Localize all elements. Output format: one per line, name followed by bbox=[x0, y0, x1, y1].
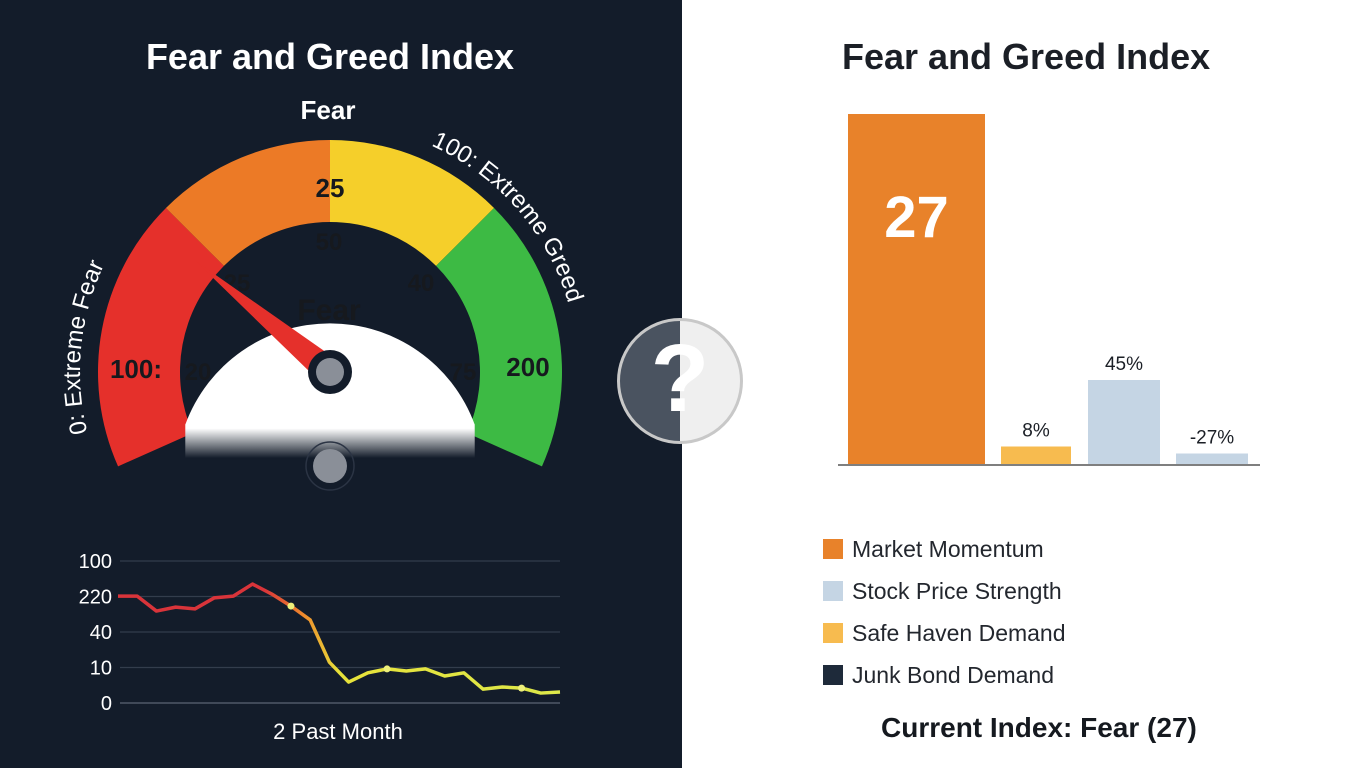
extreme-greed-segment bbox=[436, 207, 562, 467]
history-x-label: 2 Past Month bbox=[273, 719, 403, 744]
history-point bbox=[287, 602, 295, 610]
legend-item: Junk Bond Demand bbox=[823, 654, 1066, 696]
secondary-knob bbox=[313, 449, 347, 483]
legend-swatch bbox=[823, 623, 843, 643]
legend-item: Market Momentum bbox=[823, 528, 1066, 570]
right-title: Fear and Greed Index bbox=[842, 36, 1211, 77]
needle-hub-center bbox=[316, 358, 344, 386]
inner-label-right: 75 bbox=[450, 359, 477, 386]
greed-segment bbox=[330, 140, 495, 266]
fear-greed-gauge: Fear 0: Extreme Fear 100: Extreme Greed … bbox=[59, 95, 589, 744]
right-panel bbox=[682, 0, 1365, 768]
extreme-fear-segment bbox=[98, 207, 224, 467]
legend: Market Momentum Stock Price Strength Saf… bbox=[823, 528, 1066, 696]
history-line-chart: 0 10 40 220 100 bbox=[79, 551, 561, 715]
legend-item: Stock Price Strength bbox=[823, 570, 1066, 612]
gauge-top-label: Fear bbox=[301, 95, 356, 125]
secondary-knob-ring bbox=[305, 441, 355, 491]
y-tick-label: 0 bbox=[101, 693, 112, 715]
gauge-needle bbox=[195, 260, 339, 383]
current-index: Current Index: Fear (27) bbox=[881, 712, 1197, 743]
gauge-center-label: Fear bbox=[297, 294, 361, 327]
inner-label-left: 20 bbox=[185, 359, 212, 386]
y-tick-label: 100 bbox=[79, 551, 112, 573]
fear-segment bbox=[165, 140, 330, 266]
inner-label-top: 50 bbox=[316, 229, 343, 256]
outer-label-right: 200 bbox=[506, 352, 549, 382]
legend-item: Safe Haven Demand bbox=[823, 612, 1066, 654]
legend-swatch bbox=[823, 581, 843, 601]
y-tick-label: 40 bbox=[90, 622, 112, 644]
history-line bbox=[118, 582, 561, 695]
inner-label-upper-right: 40 bbox=[408, 270, 435, 297]
y-tick-label: 220 bbox=[79, 587, 112, 609]
legend-swatch bbox=[823, 665, 843, 685]
legend-swatch bbox=[823, 539, 843, 559]
left-title: Fear and Greed Index bbox=[145, 36, 515, 77]
history-point bbox=[518, 684, 526, 692]
history-point bbox=[383, 665, 391, 673]
y-tick-label: 10 bbox=[90, 658, 112, 680]
outer-label-left: 100: bbox=[110, 354, 162, 384]
question-mark-icon: ? bbox=[617, 318, 743, 444]
outer-label-top: 25 bbox=[316, 173, 345, 203]
